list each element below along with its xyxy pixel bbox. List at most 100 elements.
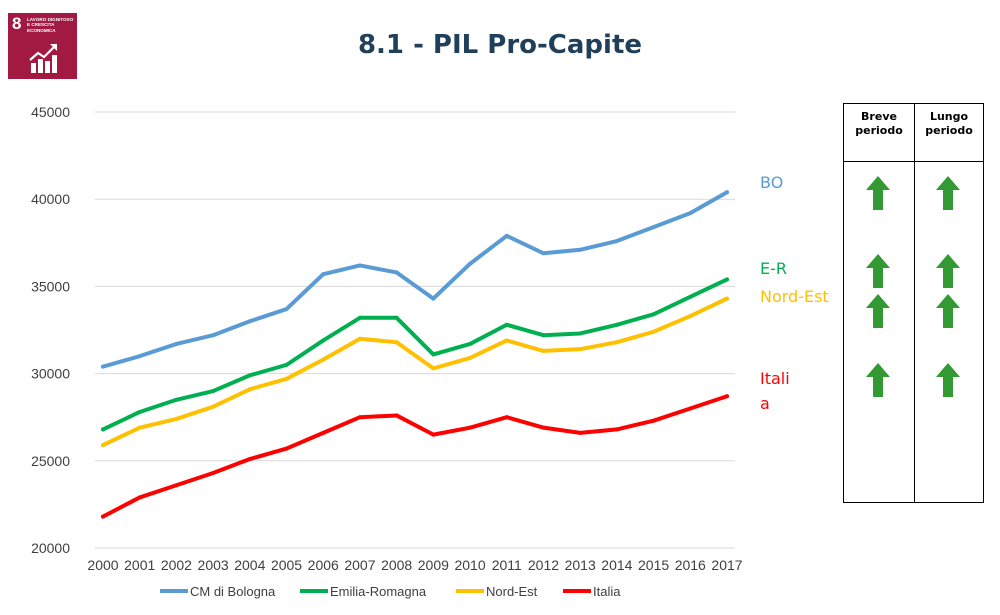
legend-label: Italia <box>593 584 621 599</box>
data-point <box>541 425 546 430</box>
data-point <box>284 376 289 381</box>
data-point <box>394 340 399 345</box>
data-point <box>504 322 509 327</box>
data-point <box>211 404 216 409</box>
data-point <box>394 270 399 275</box>
y-tick-label: 25000 <box>31 453 70 469</box>
data-point <box>357 263 362 268</box>
x-tick-label: 2015 <box>638 557 669 573</box>
x-tick-label: 2017 <box>711 557 742 573</box>
data-point <box>504 415 509 420</box>
sdg-goal-badge: 8 LAVORO DIGNITOSO E CRESCITA ECONOMICA <box>8 13 77 79</box>
data-point <box>321 430 326 435</box>
x-tick-label: 2002 <box>161 557 192 573</box>
x-tick-label: 2001 <box>124 557 155 573</box>
data-point <box>101 514 105 519</box>
table-column-divider <box>914 104 915 502</box>
data-point <box>211 389 216 394</box>
data-point <box>578 331 583 336</box>
table-header-divider <box>844 161 983 162</box>
data-point <box>651 418 656 423</box>
trend-table: Breve periodo Lungo periodo <box>843 103 984 503</box>
data-point <box>504 233 509 238</box>
data-point <box>541 333 546 338</box>
x-tick-label: 2003 <box>198 557 229 573</box>
data-point <box>431 432 436 437</box>
data-point <box>468 425 473 430</box>
data-point <box>688 211 693 216</box>
data-point <box>725 190 729 195</box>
data-point <box>211 333 216 338</box>
legend-label: Nord-Est <box>486 584 538 599</box>
data-point <box>578 430 583 435</box>
data-point <box>614 340 619 345</box>
data-point <box>174 416 179 421</box>
x-tick-label: 2008 <box>381 557 412 573</box>
growth-chart-icon <box>29 44 57 73</box>
data-point <box>541 348 546 353</box>
series-end-label: BO <box>760 173 783 192</box>
x-tick-label: 2004 <box>234 557 265 573</box>
up-arrow-icon <box>866 254 890 288</box>
up-arrow-icon <box>866 294 890 328</box>
page-title: 8.1 - PIL Pro-Capite <box>357 30 643 60</box>
series-line <box>101 394 729 519</box>
series-end-label: a <box>760 394 770 413</box>
data-point <box>431 352 436 357</box>
up-arrow-icon <box>866 176 890 210</box>
series-line <box>101 190 729 369</box>
x-tick-label: 2016 <box>675 557 706 573</box>
column-header-long-term: Lungo periodo <box>925 110 973 137</box>
x-tick-label: 2000 <box>87 557 118 573</box>
data-point <box>468 341 473 346</box>
data-point <box>651 225 656 230</box>
data-point <box>431 296 436 301</box>
up-arrow-icon <box>936 254 960 288</box>
data-point <box>321 272 326 277</box>
legend-label: CM di Bologna <box>190 584 276 599</box>
y-tick-label: 35000 <box>31 278 70 294</box>
data-point <box>468 261 473 266</box>
data-point <box>321 357 326 362</box>
line-chart: 20000 25000 30000 35000 40000 45000 2000 2001 20… <box>31 104 829 599</box>
data-point <box>137 409 142 414</box>
data-point <box>688 314 693 319</box>
column-header-short-term: Breve periodo <box>855 110 903 137</box>
data-point <box>688 406 693 411</box>
series-end-label: Itali <box>760 369 790 388</box>
legend-label: Emilia-Romagna <box>330 584 427 599</box>
data-point <box>137 425 142 430</box>
up-arrow-icon <box>936 363 960 397</box>
data-point <box>174 397 179 402</box>
series-end-label: E-R <box>760 259 787 278</box>
data-point <box>357 315 362 320</box>
data-point <box>614 239 619 244</box>
data-point <box>725 277 729 282</box>
data-point <box>284 446 289 451</box>
data-point <box>247 457 252 462</box>
data-point <box>321 338 326 343</box>
data-point <box>137 495 142 500</box>
up-arrow-icon <box>866 363 890 397</box>
series-line <box>101 296 729 448</box>
y-tick-label: 40000 <box>31 191 70 207</box>
up-arrow-icon <box>936 176 960 210</box>
data-point <box>247 387 252 392</box>
sdg-goal-number: 8 <box>12 14 22 33</box>
data-point <box>174 483 179 488</box>
data-point <box>614 427 619 432</box>
x-tick-label: 2011 <box>492 557 522 573</box>
x-tick-label: 2005 <box>271 557 302 573</box>
data-point <box>651 312 656 317</box>
y-tick-label: 30000 <box>31 366 70 382</box>
x-tick-label: 2013 <box>565 557 596 573</box>
data-point <box>394 315 399 320</box>
data-point <box>578 247 583 252</box>
data-point <box>247 373 252 378</box>
data-point <box>578 347 583 352</box>
data-point <box>725 296 729 301</box>
x-tick-label: 2009 <box>418 557 449 573</box>
data-point <box>431 366 436 371</box>
data-point <box>688 294 693 299</box>
data-point <box>504 338 509 343</box>
